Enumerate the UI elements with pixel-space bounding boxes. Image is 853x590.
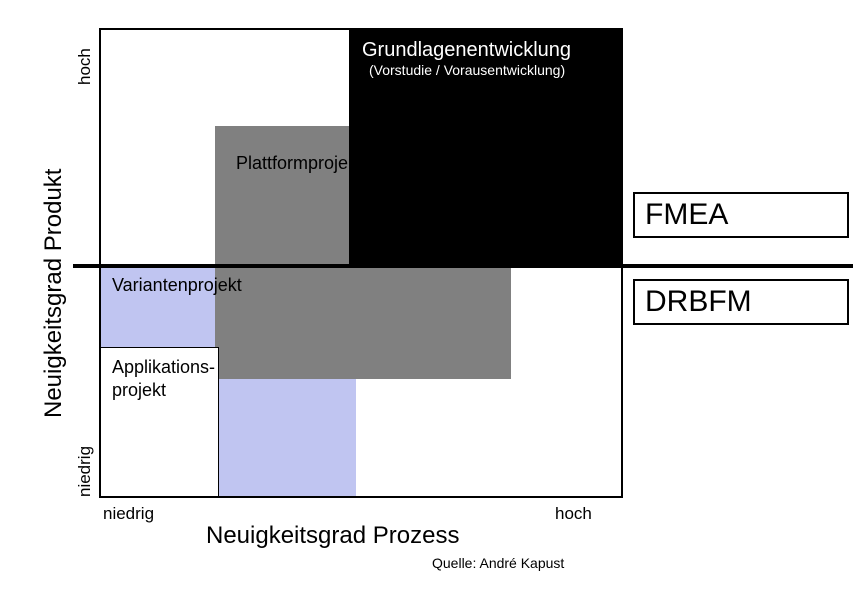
applikation-title: Applikations- projekt (112, 356, 215, 401)
diagram-canvas: Grundlagenentwicklung (Vorstudie / Vorau… (0, 0, 853, 590)
grundlagen-subtitle: (Vorstudie / Vorausentwicklung) (369, 62, 565, 78)
applikation-title-line1: Applikations- (112, 357, 215, 377)
y-tick-low: niedrig (75, 446, 95, 497)
x-axis-title: Neuigkeitsgrad Prozess (206, 522, 459, 550)
plattform-title: Plattformprojekt (236, 153, 362, 174)
label-fmea: FMEA (633, 192, 849, 238)
y-axis-title: Neuigkeitsgrad Produkt (40, 169, 68, 418)
source-attribution: Quelle: André Kapust (432, 555, 564, 571)
divider-line (73, 264, 853, 268)
varianten-title: Variantenprojekt (112, 275, 242, 296)
grundlagen-title: Grundlagenentwicklung (362, 39, 571, 62)
label-drbfm: DRBFM (633, 279, 849, 325)
applikation-title-line2: projekt (112, 380, 166, 400)
x-tick-low: niedrig (103, 504, 154, 524)
y-tick-high: hoch (75, 48, 95, 85)
x-tick-high: hoch (555, 504, 592, 524)
